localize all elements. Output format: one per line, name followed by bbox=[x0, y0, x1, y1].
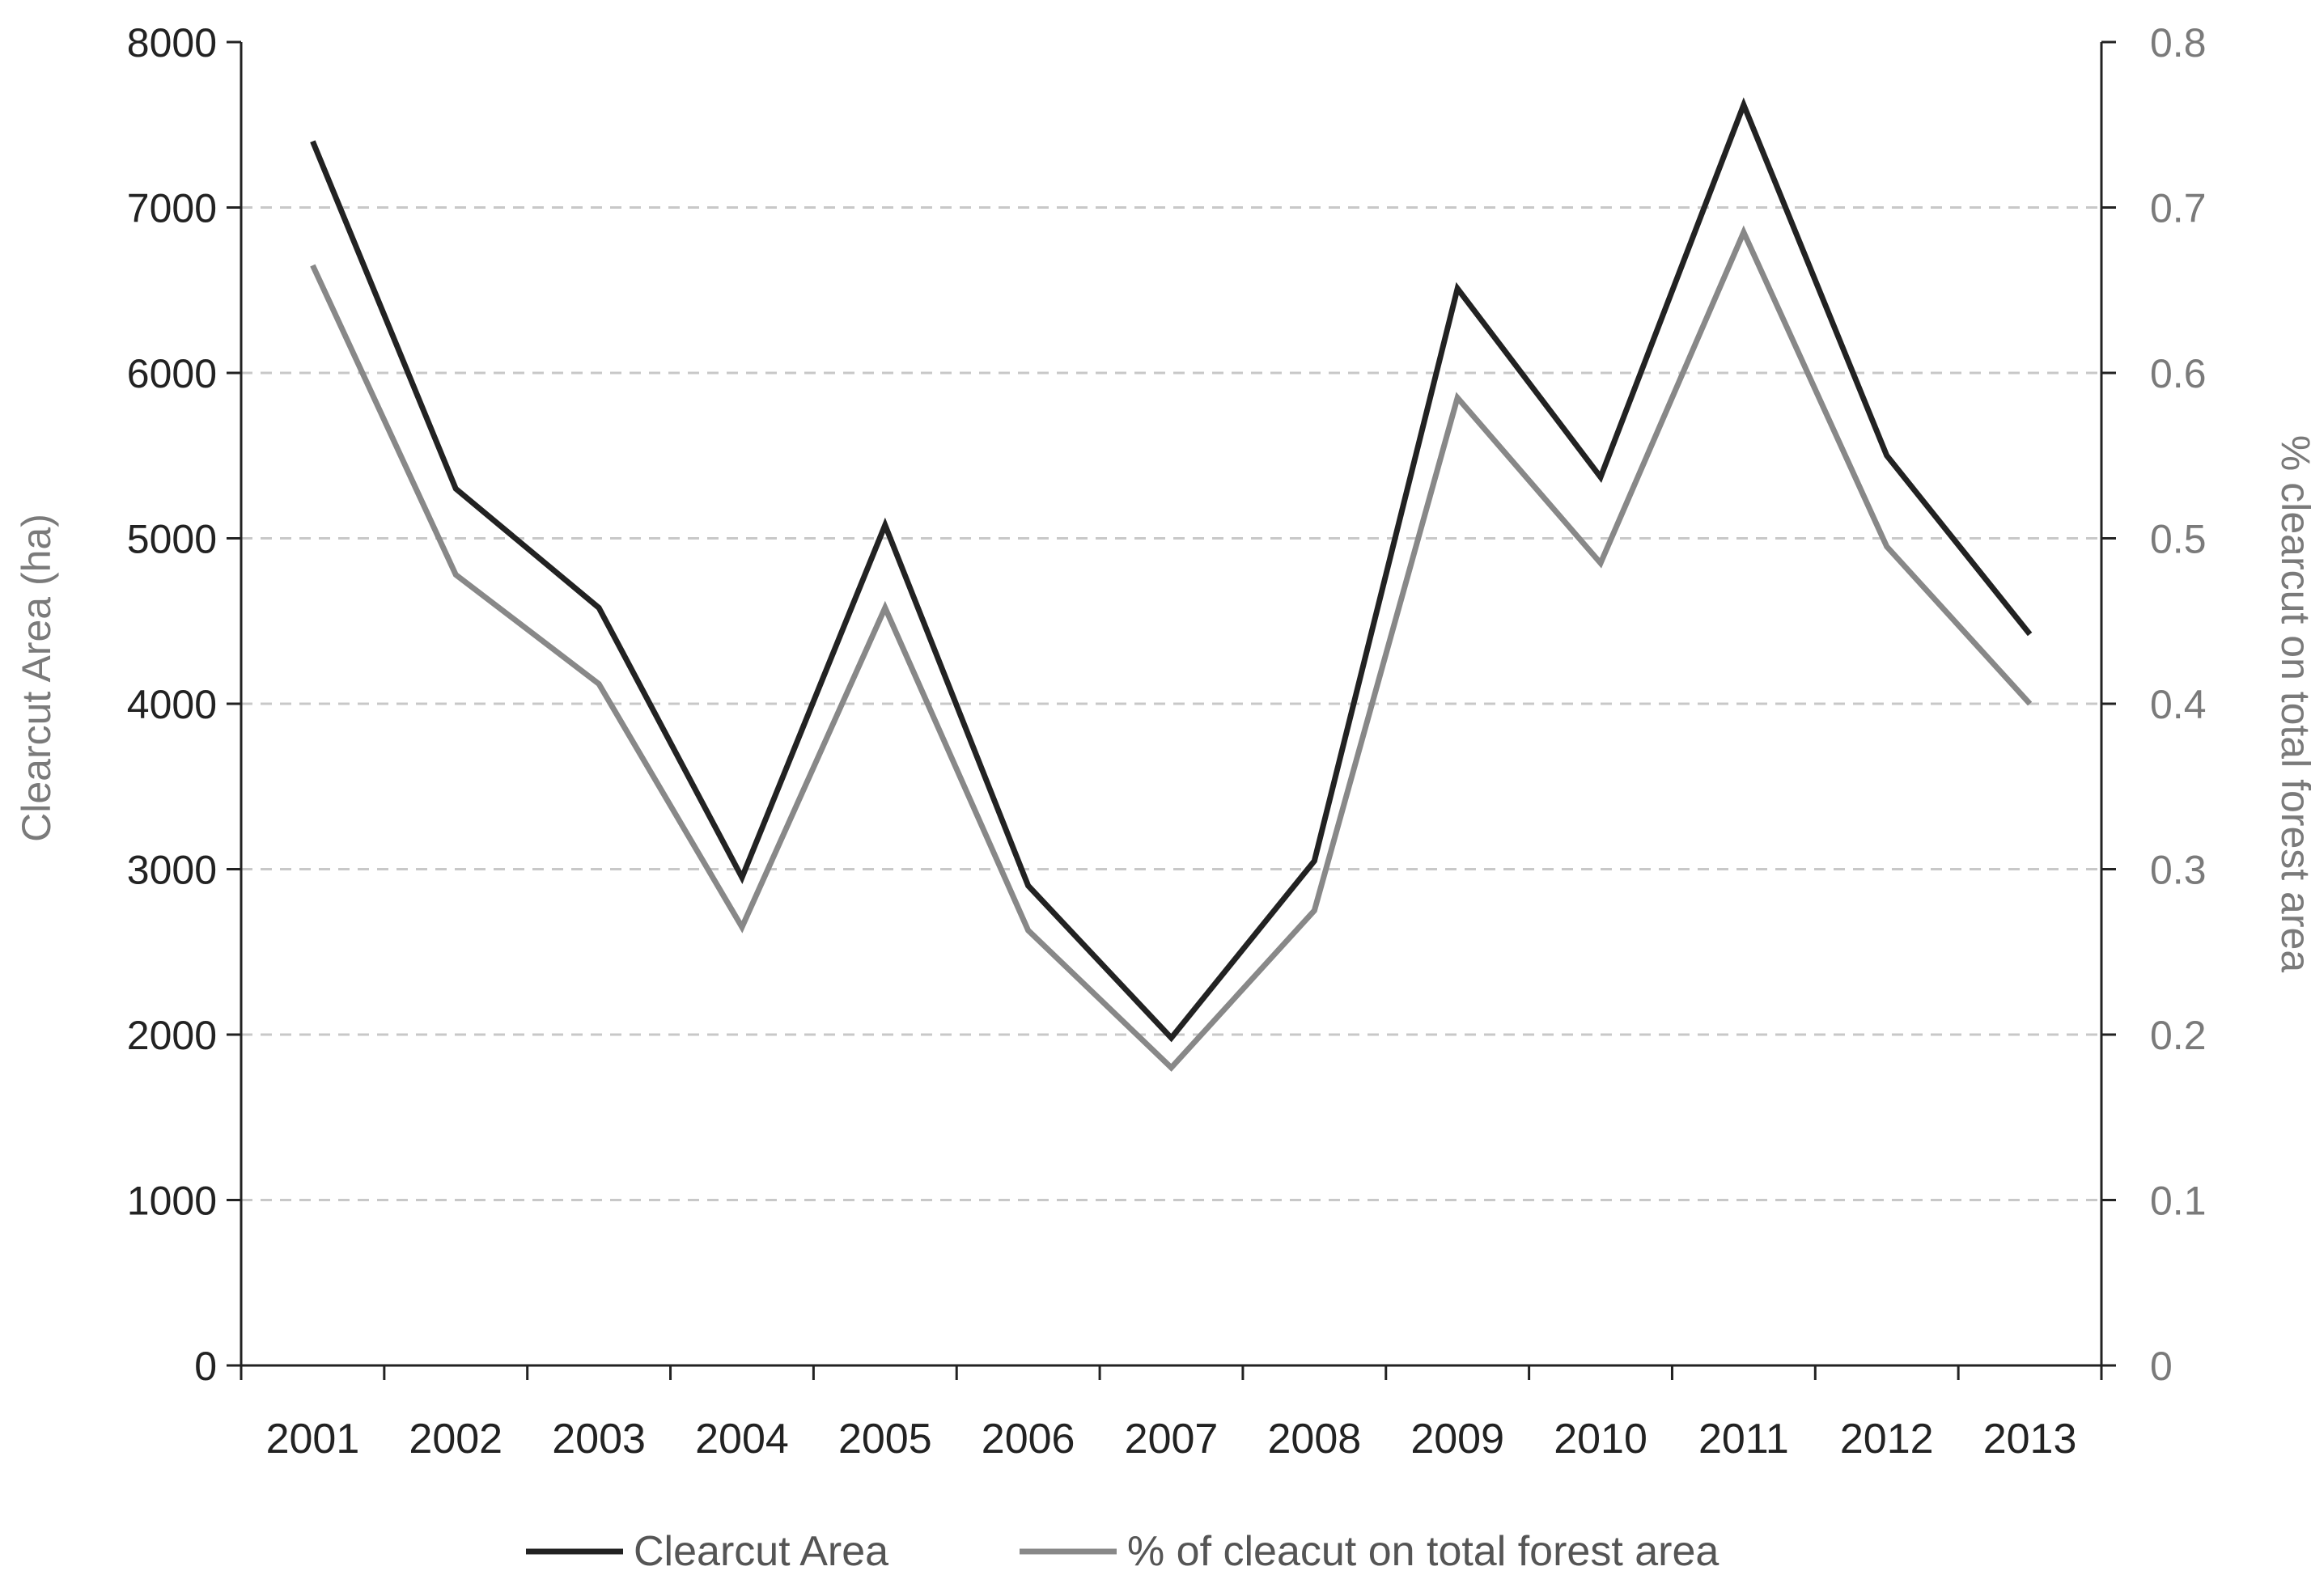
y-tick-label-left: 7000 bbox=[127, 186, 217, 231]
y-tick-label-left: 1000 bbox=[127, 1179, 217, 1224]
y-axis-label-left: Clearcut Area (ha) bbox=[14, 514, 59, 842]
x-tick-label: 2004 bbox=[695, 1416, 789, 1463]
y-tick-label-left: 5000 bbox=[127, 517, 217, 562]
x-tick-label: 2008 bbox=[1268, 1416, 1362, 1463]
y-tick-label-left: 8000 bbox=[127, 20, 217, 66]
x-tick-label: 2003 bbox=[552, 1416, 646, 1463]
y-tick-label-right: 0.5 bbox=[2150, 517, 2207, 562]
y-tick-label-right: 0.8 bbox=[2150, 20, 2207, 66]
x-tick-label: 2007 bbox=[1125, 1416, 1219, 1463]
x-tick-label: 2005 bbox=[838, 1416, 932, 1463]
y-tick-label-right: 0.1 bbox=[2150, 1179, 2207, 1224]
legend-label-percent-clearcut: % of cleacut on total forest area bbox=[1127, 1528, 1719, 1575]
y-tick-label-left: 3000 bbox=[127, 848, 217, 893]
x-tick-label: 2001 bbox=[266, 1416, 360, 1463]
y-axis-label-right: % clearcut on total forest area bbox=[2273, 435, 2311, 972]
x-tick-label: 2009 bbox=[1410, 1416, 1504, 1463]
x-tick-label: 2013 bbox=[1983, 1416, 2077, 1463]
y-tick-label-right: 0.7 bbox=[2150, 186, 2207, 231]
y-tick-label-right: 0.3 bbox=[2150, 848, 2207, 893]
y-tick-label-left: 0 bbox=[194, 1344, 217, 1389]
x-tick-label: 2011 bbox=[1698, 1416, 1789, 1463]
y-tick-label-right: 0.4 bbox=[2150, 682, 2207, 727]
y-tick-label-left: 4000 bbox=[127, 682, 217, 727]
x-tick-label: 2002 bbox=[409, 1416, 502, 1463]
y-tick-label-right: 0.6 bbox=[2150, 351, 2207, 396]
legend-label-clearcut-area: Clearcut Area bbox=[634, 1528, 888, 1575]
y-tick-label-right: 0 bbox=[2150, 1344, 2173, 1389]
y-tick-label-left: 6000 bbox=[127, 351, 217, 396]
x-tick-label: 2006 bbox=[982, 1416, 1075, 1463]
y-tick-label-left: 2000 bbox=[127, 1013, 217, 1058]
y-tick-label-right: 0.2 bbox=[2150, 1013, 2207, 1058]
x-tick-label: 2012 bbox=[1840, 1416, 1934, 1463]
x-tick-label: 2010 bbox=[1554, 1416, 1647, 1463]
